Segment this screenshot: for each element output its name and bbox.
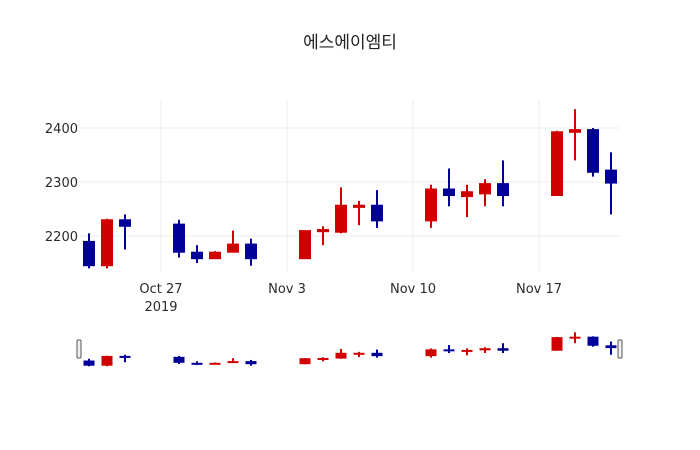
candle[interactable]: [101, 218, 113, 269]
candle-body: [497, 183, 509, 196]
candle[interactable]: [497, 160, 509, 207]
slider-candle: [101, 355, 113, 367]
slider-candle: [605, 341, 617, 355]
slider-candle: [119, 354, 131, 363]
candle-body: [605, 169, 617, 184]
range-slider-right-handle[interactable]: [617, 339, 623, 359]
slider-candle: [479, 347, 491, 354]
slider-candle: [299, 358, 311, 365]
y-tick-label: 2400: [45, 122, 78, 137]
candle[interactable]: [209, 251, 221, 260]
slider-candle: [587, 336, 599, 347]
candle-body: [479, 183, 491, 195]
y-tick-label: 2200: [45, 230, 78, 245]
candle-body: [551, 131, 563, 196]
candle-body: [209, 251, 221, 260]
candle-body: [173, 223, 185, 253]
candle-body: [335, 204, 347, 233]
candle[interactable]: [569, 109, 581, 161]
slider-candle: [227, 358, 239, 364]
slider-candle: [335, 349, 347, 359]
candle-body: [191, 251, 203, 260]
slider-candle: [497, 343, 509, 354]
range-slider[interactable]: [76, 332, 623, 367]
candle[interactable]: [119, 214, 131, 250]
candle-body: [461, 191, 473, 198]
candle[interactable]: [605, 152, 617, 215]
candle[interactable]: [227, 230, 239, 253]
candle[interactable]: [443, 168, 455, 207]
candle[interactable]: [587, 128, 599, 177]
x-tick-label: Nov 3: [268, 282, 306, 297]
candle[interactable]: [461, 184, 473, 218]
x-tick-label: Nov 10: [390, 282, 436, 297]
candle-body: [83, 240, 95, 267]
slider-candle: [569, 332, 581, 344]
candle-body: [317, 229, 329, 233]
candle[interactable]: [317, 226, 329, 246]
candle-body: [119, 219, 131, 227]
candle[interactable]: [335, 187, 347, 234]
candle[interactable]: [479, 179, 491, 207]
slider-candle: [371, 349, 383, 358]
candle-body: [101, 219, 113, 267]
slider-candle: [461, 348, 473, 356]
candle-body: [299, 230, 311, 260]
slider-candle: [317, 357, 329, 362]
chart-title: 에스에이엠티: [303, 33, 397, 53]
candle[interactable]: [551, 130, 563, 196]
slider-candle: [425, 348, 437, 358]
candle[interactable]: [353, 200, 365, 226]
candle-body: [425, 188, 437, 222]
slider-candle: [551, 336, 563, 351]
x-tick-label: Oct 27: [139, 282, 182, 297]
candle-body: [443, 188, 455, 197]
candle[interactable]: [425, 184, 437, 228]
x-tick-label: Nov 17: [516, 282, 562, 297]
slider-candle: [353, 351, 365, 358]
candle[interactable]: [191, 245, 203, 263]
candle[interactable]: [299, 230, 311, 260]
candle-body: [353, 204, 365, 208]
slider-candle: [209, 362, 221, 365]
gridlines: [80, 100, 620, 272]
x-axis: Oct 27 2019 Nov 3 Nov 10 Nov 17: [139, 282, 562, 315]
slider-candle: [245, 359, 257, 366]
y-tick-label: 2300: [45, 176, 78, 191]
candle[interactable]: [83, 233, 95, 269]
range-slider-left-handle[interactable]: [76, 339, 82, 359]
candle[interactable]: [245, 238, 257, 266]
slider-candle: [173, 355, 185, 364]
x-tick-year-label: 2019: [144, 300, 177, 315]
candle-body: [569, 129, 581, 133]
candle-body: [587, 129, 599, 173]
plot-area[interactable]: [83, 109, 617, 269]
candle-body: [371, 204, 383, 222]
slider-candle: [191, 361, 203, 366]
y-axis: 2200 2300 2400: [45, 122, 78, 245]
candle-body: [245, 243, 257, 260]
slider-candle: [443, 344, 455, 354]
candle[interactable]: [371, 190, 383, 228]
slider-candle: [83, 358, 95, 367]
candle[interactable]: [173, 219, 185, 258]
candle-body: [227, 243, 239, 253]
